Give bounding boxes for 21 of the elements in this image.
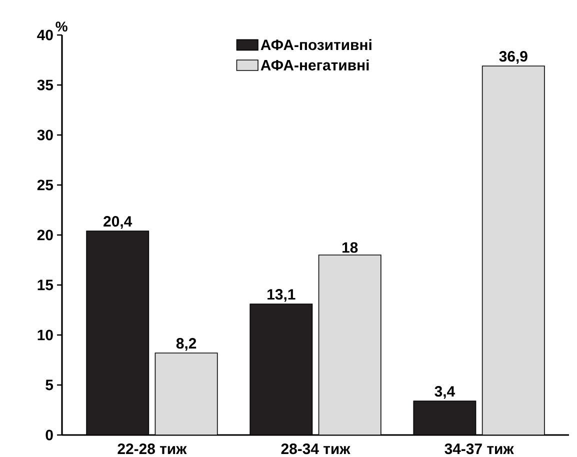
y-tick-label: 25 — [37, 180, 54, 190]
legend-label: АФА-негативні — [260, 59, 369, 70]
x-tick-label: 34-37 тиж — [444, 444, 514, 454]
data-label: 18 — [342, 242, 358, 253]
x-tick-label: 28-34 тиж — [281, 444, 350, 454]
y-tick-label: 15 — [38, 280, 54, 290]
data-label: 3,4 — [434, 386, 456, 399]
legend-label: АФА-позитивні — [260, 39, 372, 50]
y-tick-label: 10 — [38, 330, 53, 340]
data-label: 36,9 — [499, 51, 528, 64]
y-tick-label: 20 — [37, 230, 53, 240]
y-tick-label: 0 — [46, 430, 53, 440]
y-tick-label: 40 — [37, 30, 53, 40]
y-tick-label: 30 — [37, 130, 53, 140]
data-label: 13,1 — [268, 289, 296, 302]
data-label: 8,2 — [176, 338, 196, 351]
x-tick-label: 22-28 тиж — [118, 444, 187, 454]
y-tick-label: 35 — [37, 80, 54, 90]
y-tick-label: 5 — [46, 380, 54, 390]
data-label: 20,4 — [104, 216, 132, 229]
y-axis-title: % — [56, 22, 68, 32]
